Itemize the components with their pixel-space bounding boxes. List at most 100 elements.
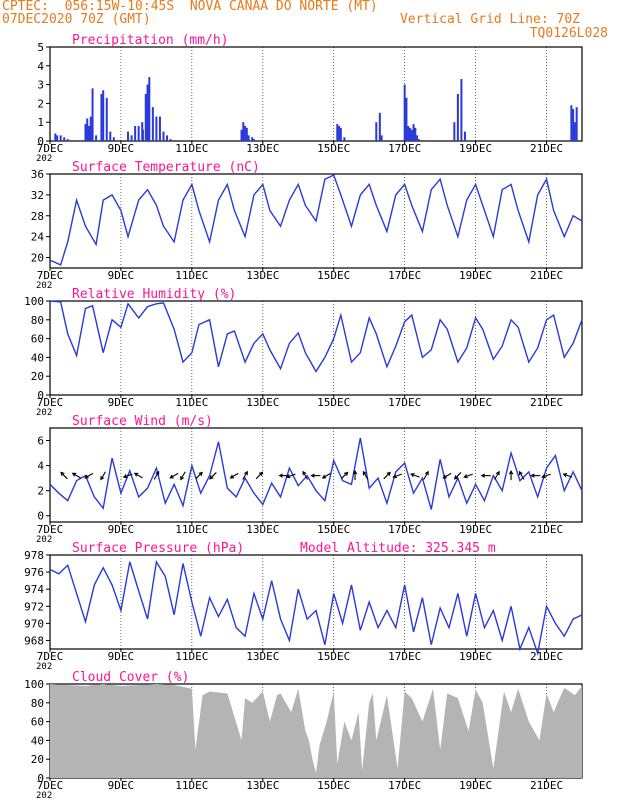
wind-arrow-head [198, 471, 203, 476]
precip-bar [410, 129, 413, 141]
y-tick-label: 970 [24, 617, 44, 630]
wind-arrow-head [71, 472, 77, 477]
wind-arrow [100, 471, 106, 481]
precip-bar [84, 124, 87, 141]
wind-arrow-head [60, 471, 65, 476]
y-tick-label: 24 [31, 231, 45, 244]
panel-4 [46, 427, 583, 525]
wind-arrow [209, 472, 217, 480]
wind-arrow [453, 472, 462, 480]
precip-bar [86, 118, 89, 141]
wind-arrow-shaft [340, 472, 348, 480]
wind-arrow [122, 473, 133, 479]
wind-arrow-shaft [563, 473, 573, 478]
y-tick-label: 974 [24, 583, 44, 596]
x-tick-label: 11DEC [175, 523, 208, 536]
y-tick-label: 60 [31, 716, 44, 729]
wind-arrow-shaft [60, 472, 68, 480]
wind-arrow [352, 469, 358, 481]
wind-arrow [518, 470, 525, 480]
x-tick-label: 21DEC [530, 396, 563, 409]
wind-arrow [242, 470, 248, 480]
precip-bar [169, 139, 172, 141]
x-tick-label: 15DEC [317, 269, 350, 282]
wind-arrow-shaft [169, 472, 179, 479]
wind-arrow-head [169, 474, 174, 479]
wind-arrow-head [362, 470, 367, 476]
x-year-label: 202 [36, 408, 52, 418]
wind-arrow-shaft [255, 472, 263, 480]
wind-arrow [84, 472, 94, 479]
x-tick-label: 19DEC [459, 269, 492, 282]
wind-arrow-head [518, 470, 523, 476]
wind-arrow-head [229, 474, 235, 479]
wind-arrow [302, 470, 309, 480]
wind-arrow [153, 470, 160, 480]
precip-bar [339, 127, 342, 141]
x-tick-label: 19DEC [459, 779, 492, 792]
precip-bar [456, 94, 459, 141]
y-tick-label: 0 [37, 772, 44, 785]
y-tick-label: 20 [31, 252, 44, 265]
wind-arrow-head [133, 472, 139, 477]
precip-bar [378, 112, 381, 141]
x-tick-label: 9DEC [108, 396, 135, 409]
precip-bar [252, 139, 255, 141]
y-tick-label: 1 [37, 116, 44, 129]
x-tick-label: 17DEC [388, 779, 421, 792]
precip-bar [414, 127, 417, 141]
precip-bar [244, 125, 247, 141]
x-tick-label: 15DEC [317, 650, 350, 663]
precip-bar [162, 131, 165, 141]
x-tick-label: 11DEC [175, 142, 208, 155]
precip-bar [380, 135, 383, 141]
y-tick-label: 4 [37, 60, 44, 73]
x-tick-label: 19DEC [459, 142, 492, 155]
x-tick-label: 7DEC [37, 650, 64, 663]
x-tick-label: 9DEC [108, 142, 135, 155]
wind-arrow [255, 471, 264, 480]
precip-bar [146, 84, 149, 141]
x-tick-label: 15DEC [317, 142, 350, 155]
header-station-line: CPTEC: 056:15W-10:45S NOVA CANAA DO NORT… [2, 0, 378, 14]
wind-arrow-shaft [242, 471, 248, 480]
x-tick-label: 19DEC [459, 650, 492, 663]
precip-bar [416, 135, 419, 141]
panel-2 [46, 173, 583, 271]
wind-arrow-shaft [100, 471, 106, 480]
x-tick-label: 21DEC [530, 650, 563, 663]
precip-bar [343, 137, 346, 141]
wind-arrow-head [424, 470, 429, 476]
x-tick-label: 13DEC [246, 142, 279, 155]
wind-arrow-head [495, 470, 500, 476]
wind-arrow-head [258, 471, 264, 476]
wind-arrow-shaft [72, 472, 81, 479]
wind-arrow-shaft [230, 472, 239, 479]
y-tick-label: 0 [37, 510, 44, 523]
x-tick-label: 13DEC [246, 523, 279, 536]
precip-bar [245, 127, 248, 141]
y-tick-label: 2 [37, 485, 44, 498]
panel-1 [46, 46, 583, 144]
precip-bar [403, 84, 406, 141]
panel-3 [46, 300, 583, 398]
x-tick-label: 7DEC [37, 779, 64, 792]
precip-bar [417, 139, 420, 141]
wind-arrow [180, 471, 186, 481]
wind-arrow [410, 473, 420, 478]
wind-arrow-shaft [393, 473, 402, 478]
y-tick-label: 0 [37, 135, 44, 148]
wind-arrow-shaft [464, 473, 473, 478]
x-year-label: 202 [36, 281, 52, 291]
x-tick-label: 17DEC [388, 142, 421, 155]
panel-frame [49, 300, 583, 396]
precip-bar [408, 127, 411, 141]
x-year-label: 202 [36, 535, 52, 545]
wind-arrow-shaft [134, 472, 143, 479]
wind-arrow-head [386, 471, 391, 476]
wind-arrow [508, 469, 514, 481]
precip-bar [127, 131, 130, 141]
wind-arrow-shaft [410, 473, 420, 478]
wind-arrow [383, 471, 391, 480]
